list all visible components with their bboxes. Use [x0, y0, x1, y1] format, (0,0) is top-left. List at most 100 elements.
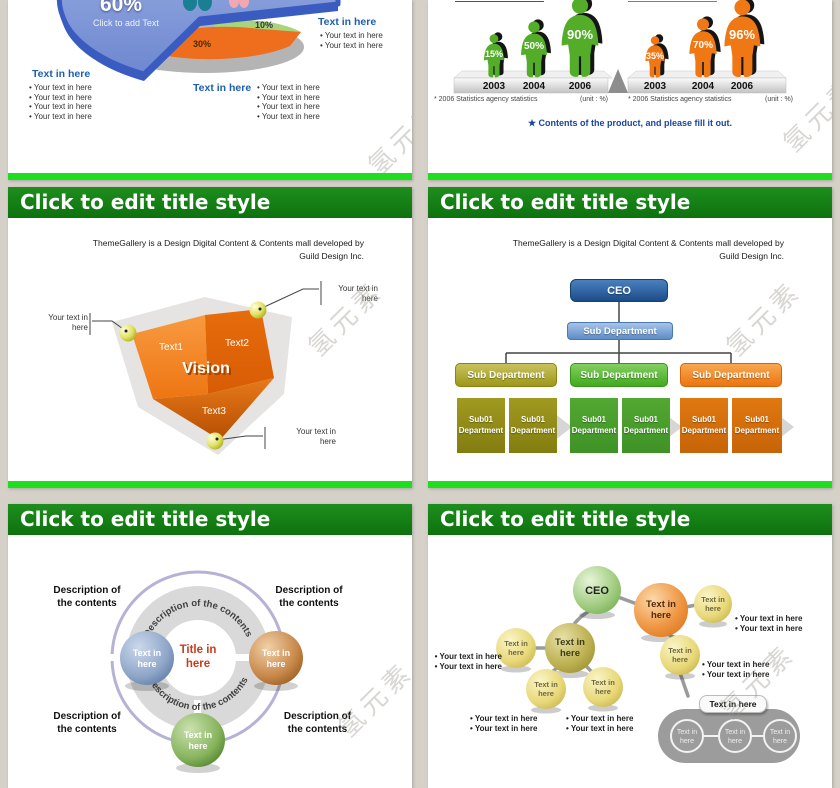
footnote: * 2006 Statistics agency statistics	[628, 96, 732, 103]
face-label: Text2	[225, 338, 249, 349]
platform-divider-chevron	[608, 69, 628, 93]
node-label: here	[705, 604, 721, 613]
pie-chart-graphic	[56, 0, 341, 81]
olive-node	[545, 623, 595, 673]
vision-face-1	[132, 315, 208, 399]
bottom-note: ★ Contents of the product, and please fi…	[527, 118, 733, 128]
blob-node-label: here	[680, 738, 694, 745]
footnote: * 2006 Statistics agency statistics	[434, 96, 538, 103]
year-label: 2006	[569, 81, 592, 92]
node-label: here	[266, 659, 285, 669]
org-sub01-box: Sub01 Department	[509, 398, 557, 453]
person-icon	[198, 0, 212, 11]
node-label: Text in	[701, 595, 725, 604]
corner-ball	[119, 324, 137, 342]
platform-front	[453, 77, 609, 94]
value-label: 96%	[729, 27, 755, 42]
node-label: here	[560, 648, 580, 659]
circle-diagram-graphic: Description of the contents Description …	[106, 570, 303, 773]
face-label: Text1	[159, 342, 183, 353]
ball-dot	[124, 329, 128, 333]
blob-node-label: Text in	[677, 729, 697, 736]
vision-face-2	[205, 309, 274, 394]
pie-main-caption: Click to add Text	[93, 18, 159, 28]
bullet-group: • Your text in here • Your text in here	[566, 714, 634, 733]
text-group-bullets: • Your text in here • Your text in here …	[29, 83, 92, 121]
node-sphere-copper	[249, 631, 303, 685]
year-label: 2004	[692, 81, 715, 92]
blob-node-label: Text in	[770, 729, 790, 736]
statistics-graphic: 15% 50% 90% 35% 70% 96% 2003 2004 2006 2…	[453, 0, 787, 94]
node-sphere-green	[171, 713, 225, 767]
yellow-node	[660, 635, 700, 675]
year-label: 2006	[731, 81, 754, 92]
ball-dot	[258, 307, 262, 311]
value-label: 70%	[693, 40, 713, 51]
group-blob	[658, 709, 800, 763]
node-label: Text in	[646, 599, 676, 610]
node-shadow	[579, 611, 615, 619]
text-group-bullets: • Your text in here • Your text in here	[320, 31, 383, 50]
callout-line	[261, 288, 319, 309]
description-label: Description of the contents	[53, 585, 121, 609]
blob-node-label: here	[773, 738, 787, 745]
text-group-label: Text in here	[193, 82, 252, 94]
node-shadow	[588, 704, 618, 712]
callout-text: Your text in here	[338, 284, 378, 303]
sphere-shadow	[254, 681, 298, 691]
slide-bottom-bar	[8, 173, 412, 180]
person-icon	[239, 0, 249, 8]
slide-vision-diagram: Click to edit title style ThemeGallery i…	[8, 187, 412, 488]
bullet-group: • Your text in here • Your text in here	[470, 714, 538, 733]
org-sub-dept-box: Sub Department	[570, 363, 668, 387]
sphere-shadow	[125, 681, 169, 691]
year-label: 2003	[644, 81, 667, 92]
vision-graphic: Text1 Text2 Vision Vision Text3	[89, 281, 322, 455]
node-shadow	[531, 706, 561, 714]
orange-node	[634, 583, 688, 637]
platform-front	[627, 77, 787, 94]
org-sub01-box: Sub01 Department	[680, 398, 728, 453]
node-label: Text in	[591, 678, 615, 687]
node-label: here	[672, 655, 688, 664]
face-label: Text3	[202, 406, 226, 417]
node-label: here	[188, 741, 207, 751]
node-label: Text in	[555, 637, 585, 648]
node-label: here	[651, 610, 671, 621]
vision-face-3	[153, 378, 274, 440]
vision-label-shadow: Vision	[184, 362, 232, 379]
org-sub01-box: Sub01 Department	[732, 398, 782, 453]
slide-title-bar: Click to edit title style	[428, 504, 832, 535]
value-label: 90%	[567, 27, 593, 42]
node-shadow	[665, 672, 695, 680]
slide-network-diagram: Click to edit title style	[428, 504, 832, 788]
pie-slice-blue	[56, 0, 341, 77]
year-label: 2003	[483, 81, 506, 92]
callout-line	[92, 320, 127, 332]
node-label: here	[538, 689, 554, 698]
node-sphere-blue	[120, 631, 174, 685]
ball-dot	[215, 437, 219, 441]
slide-title-bar: Click to edit title style	[8, 504, 412, 535]
vision-label: Vision	[182, 360, 230, 377]
node-shadow	[501, 665, 531, 673]
text-group-bullets: • Your text in here • Your text in here …	[257, 83, 320, 121]
blob-node-label: Text in	[725, 729, 745, 736]
slide-bottom-bar	[428, 173, 832, 180]
unit-label: (unit : %)	[765, 96, 794, 103]
person-icon	[183, 0, 197, 11]
year-label: 2004	[523, 81, 546, 92]
stats-right-title: 2006 statistics title	[628, 0, 717, 3]
node-shadow	[699, 620, 727, 628]
sphere-shadow	[176, 763, 220, 773]
ceo-label: CEO	[585, 585, 609, 597]
node-label: Text in	[133, 648, 161, 658]
pie-green-percent: 10%	[255, 20, 274, 30]
corner-ball	[249, 301, 267, 319]
yellow-node	[694, 585, 732, 623]
slide-statistics: 2006 statistics title 2006 statistics ti…	[428, 0, 832, 180]
org-sub01-box: Sub01 Department	[457, 398, 505, 453]
slide-pie-chart: 60% Click to add Text 10% 30% Text in he…	[8, 0, 412, 180]
value-label: 50%	[524, 41, 544, 52]
center-title: Title in here	[179, 644, 217, 670]
